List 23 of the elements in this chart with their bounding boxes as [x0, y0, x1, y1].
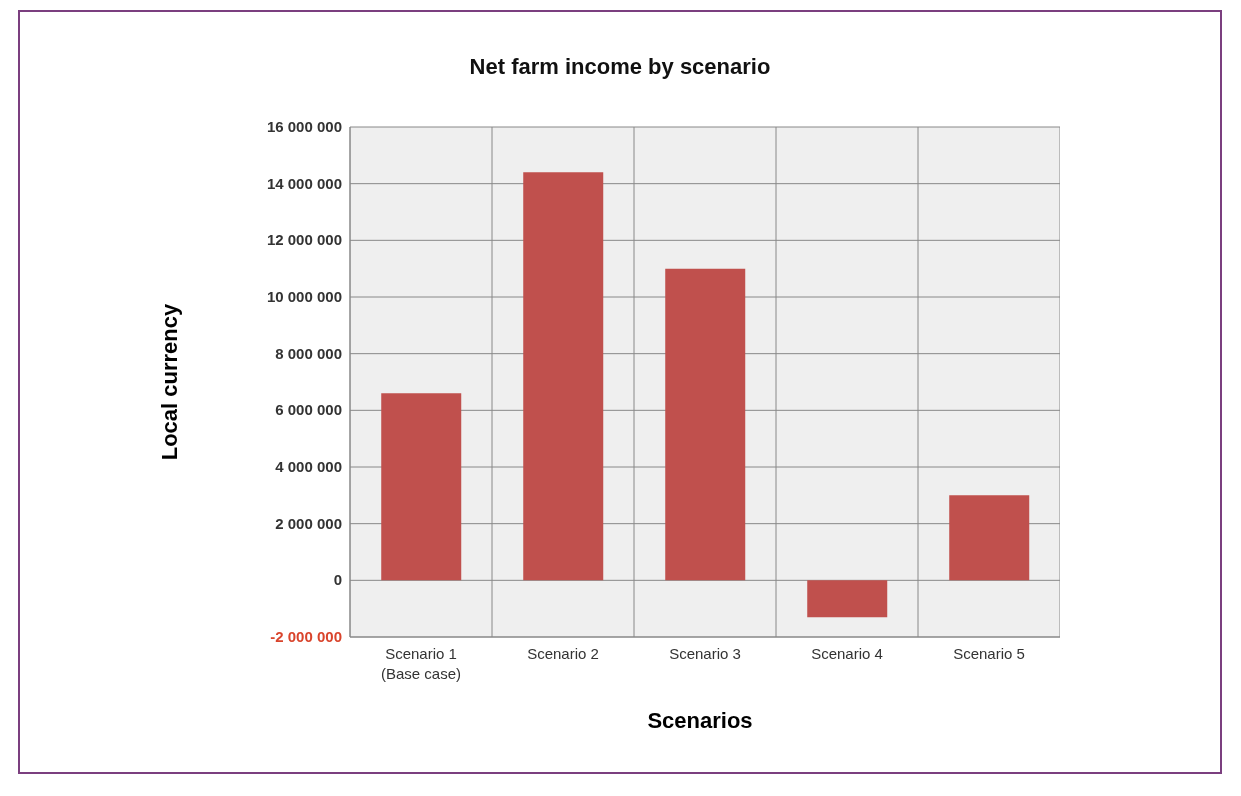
y-tick-label: 16 000 000: [266, 118, 342, 135]
x-tick-label: Scenario 4: [811, 645, 883, 662]
bar: [949, 495, 1030, 581]
y-tick-label: 4 000 000: [275, 458, 342, 475]
chart-title: Net farm income by scenario: [468, 54, 772, 80]
bar: [523, 172, 604, 581]
x-axis-title: Scenarios: [646, 708, 754, 734]
y-tick-label: -2 000 000: [270, 628, 342, 645]
y-tick-label: 10 000 000: [266, 288, 342, 305]
bar: [665, 268, 746, 581]
x-tick-label: Scenario 3: [669, 645, 741, 662]
y-tick-label: 6 000 000: [275, 401, 342, 419]
y-tick-label: 14 000 000: [266, 174, 342, 192]
y-axis-title: Local currency: [157, 303, 183, 461]
x-tick-label: Scenario 1 (Base case): [380, 645, 462, 682]
y-tick-label: 2 000 000: [275, 514, 342, 532]
x-tick-label: Scenario 2: [527, 645, 599, 662]
y-tick-label: 8 000 000: [275, 344, 342, 362]
x-tick-label: Scenario 5: [953, 645, 1025, 662]
y-tick-label: 12 000 000: [266, 231, 342, 249]
bar: [807, 580, 888, 618]
y-tick-label: 0: [333, 571, 342, 589]
bar: [381, 393, 462, 581]
